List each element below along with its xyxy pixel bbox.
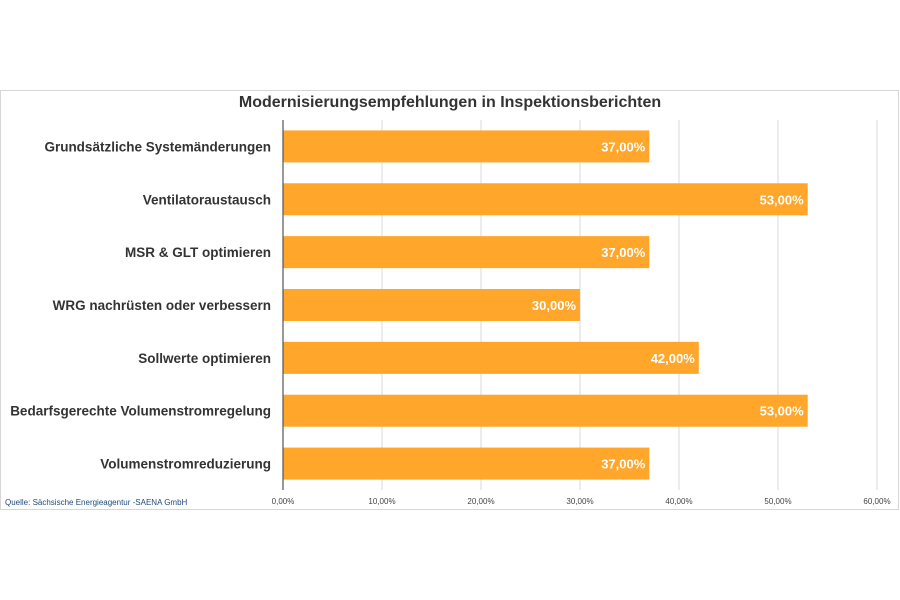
bar [283, 236, 650, 269]
category-label: Volumenstromreduzierung [100, 457, 271, 472]
x-tick-label: 40,00% [665, 497, 692, 506]
data-label: 37,00% [601, 457, 646, 472]
bar [283, 289, 580, 321]
data-label: 42,00% [651, 351, 696, 366]
bar [283, 447, 650, 480]
x-tick-label: 20,00% [467, 497, 494, 506]
category-label: Bedarfsgerechte Volumenstromregelung [10, 404, 271, 419]
category-label: Ventilatoraustausch [143, 192, 271, 207]
data-label: 53,00% [760, 404, 805, 419]
chart-title: Modernisierungsempfehlungen in Inspektio… [238, 94, 662, 111]
bar [283, 394, 808, 427]
chart-frame [0, 90, 899, 510]
category-label: Grundsätzliche Systemänderungen [44, 139, 271, 154]
x-tick-label: 30,00% [566, 497, 593, 506]
bar [283, 183, 808, 216]
data-label: 37,00% [601, 245, 646, 260]
category-label: WRG nachrüsten oder verbessern [53, 298, 271, 313]
data-label: 30,00% [532, 298, 577, 313]
category-label: Sollwerte optimieren [138, 351, 271, 366]
x-tick-label: 0,00% [272, 497, 295, 506]
data-label: 37,00% [601, 139, 646, 154]
data-label: 53,00% [760, 192, 805, 207]
x-tick-label: 60,00% [863, 497, 890, 506]
bar [283, 341, 699, 374]
x-tick-label: 10,00% [368, 497, 395, 506]
category-label: MSR & GLT optimieren [125, 245, 271, 260]
x-tick-label: 50,00% [764, 497, 791, 506]
bar [283, 130, 650, 163]
source-note: Quelle: Sächsische Energieagentur -SAENA… [5, 498, 188, 507]
